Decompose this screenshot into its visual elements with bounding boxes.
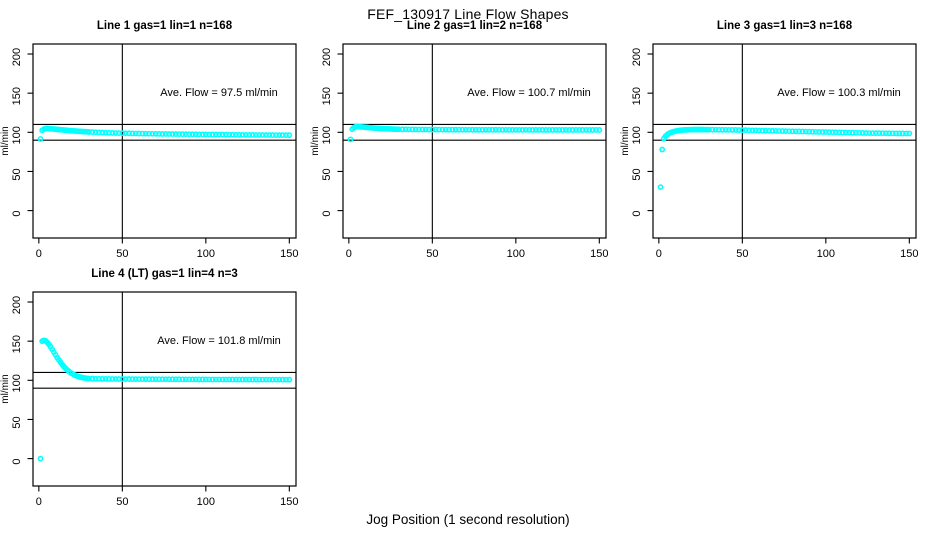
svg-text:ml/min: ml/min (0, 374, 11, 403)
svg-text:150: 150 (631, 87, 643, 105)
svg-text:ml/min: ml/min (620, 126, 631, 155)
svg-text:50: 50 (426, 248, 438, 260)
svg-text:0: 0 (631, 211, 643, 217)
svg-text:150: 150 (900, 248, 918, 260)
svg-text:100: 100 (507, 248, 525, 260)
panel-line-4: Line 4 (LT) gas=1 lin=4 n=3 Ave. Flow = … (0, 268, 316, 520)
svg-text:100: 100 (11, 126, 23, 144)
svg-text:150: 150 (11, 87, 23, 105)
svg-text:200: 200 (321, 48, 333, 66)
svg-text:50: 50 (116, 496, 128, 508)
svg-text:0: 0 (321, 211, 333, 217)
svg-text:100: 100 (197, 496, 215, 508)
svg-text:150: 150 (11, 335, 23, 353)
scatter-plot: 0 50 100 150 0 50 100 150 200 ml/min (0, 43, 299, 260)
svg-text:0: 0 (11, 211, 23, 217)
svg-text:ml/min: ml/min (0, 126, 11, 155)
svg-text:0: 0 (656, 248, 662, 260)
panel-title: Line 3 gas=1 lin=3 n=168 (716, 20, 853, 32)
svg-text:0: 0 (11, 459, 23, 465)
svg-text:150: 150 (590, 248, 608, 260)
svg-text:100: 100 (11, 374, 23, 392)
panel-title: Line 4 (LT) gas=1 lin=4 n=3 (91, 268, 238, 280)
svg-text:50: 50 (11, 416, 23, 428)
svg-text:150: 150 (321, 87, 333, 105)
svg-text:0: 0 (36, 248, 42, 260)
svg-text:100: 100 (631, 126, 643, 144)
scatter-plot: 0 50 100 150 0 50 100 150 200 ml/min (0, 291, 299, 508)
scatter-plot: 0 50 100 150 0 50 100 150 200 ml/min (310, 43, 609, 260)
panel-line-3: Line 3 gas=1 lin=3 n=168 Ave. Flow = 100… (620, 20, 936, 272)
svg-text:50: 50 (116, 248, 128, 260)
svg-text:200: 200 (631, 48, 643, 66)
ave-flow-annotation: Ave. Flow = 101.8 ml/min (157, 335, 281, 347)
svg-text:100: 100 (321, 126, 333, 144)
svg-text:50: 50 (736, 248, 748, 260)
svg-text:0: 0 (346, 248, 352, 260)
panel-line-1: Line 1 gas=1 lin=1 n=168 Ave. Flow = 97.… (0, 20, 316, 272)
svg-text:150: 150 (280, 248, 298, 260)
svg-text:100: 100 (197, 248, 215, 260)
svg-text:0: 0 (36, 496, 42, 508)
svg-text:200: 200 (11, 296, 23, 314)
svg-text:100: 100 (817, 248, 835, 260)
ave-flow-annotation: Ave. Flow = 100.3 ml/min (777, 87, 901, 99)
svg-text:200: 200 (11, 48, 23, 66)
panel-title: Line 2 gas=1 lin=2 n=168 (406, 20, 543, 32)
svg-text:50: 50 (631, 168, 643, 180)
svg-text:ml/min: ml/min (310, 126, 321, 155)
scatter-plot: 0 50 100 150 0 50 100 150 200 ml/min (620, 43, 919, 260)
ave-flow-annotation: Ave. Flow = 97.5 ml/min (160, 87, 278, 99)
panel-title: Line 1 gas=1 lin=1 n=168 (96, 20, 233, 32)
panel-line-2: Line 2 gas=1 lin=2 n=168 Ave. Flow = 100… (310, 20, 626, 272)
svg-text:150: 150 (280, 496, 298, 508)
svg-text:50: 50 (11, 168, 23, 180)
chart-title: FEF_130917 Line Flow Shapes (367, 6, 569, 22)
ave-flow-annotation: Ave. Flow = 100.7 ml/min (467, 87, 591, 99)
x-axis-label: Jog Position (1 second resolution) (366, 512, 570, 527)
svg-text:50: 50 (321, 168, 333, 180)
